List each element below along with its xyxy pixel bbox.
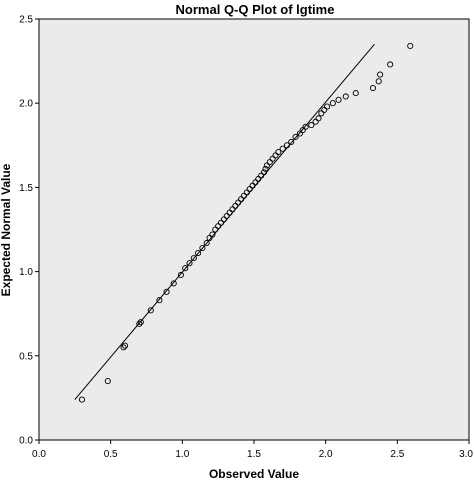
data-point (78, 396, 86, 403)
y-tick-label: 0.0 (19, 436, 33, 447)
data-point (283, 142, 291, 149)
data-point (324, 103, 331, 110)
y-axis: 0.0 0.5 1.0 1.5 2.0 2.5 (19, 15, 39, 447)
data-point (136, 320, 143, 327)
data-point (137, 319, 144, 326)
data-point (302, 123, 309, 130)
data-point (170, 280, 177, 287)
data-point (203, 239, 210, 247)
y-axis-label: Expected Normal Value (0, 163, 13, 296)
data-point (163, 288, 170, 295)
y-tick-label: 1.5 (19, 183, 33, 194)
data-point (120, 344, 127, 351)
data-point (335, 96, 342, 103)
data-point (121, 342, 129, 349)
data-point (329, 100, 336, 107)
data-point (377, 71, 384, 78)
data-point (342, 93, 349, 100)
x-tick-label: 1.0 (175, 449, 189, 460)
data-point (375, 78, 382, 85)
data-point (104, 378, 111, 385)
data-point (260, 169, 268, 176)
x-axis: 0.0 0.5 1.0 1.5 2.0 2.5 3.0 (32, 440, 473, 460)
data-point (275, 148, 282, 156)
x-tick-label: 2.0 (319, 449, 333, 460)
y-tick-label: 0.5 (19, 351, 33, 362)
data-point (199, 244, 206, 252)
data-point (288, 138, 295, 145)
data-point (147, 307, 154, 314)
chart-title: Normal Q-Q Plot of lgtime (176, 2, 335, 17)
data-point (292, 133, 299, 140)
data-point (369, 84, 377, 92)
data-point (352, 90, 359, 97)
data-point (209, 231, 216, 238)
data-point (177, 271, 184, 279)
y-tick-label: 2.5 (19, 15, 33, 26)
data-point (387, 61, 394, 68)
x-tick-label: 1.5 (247, 449, 261, 460)
data-point (262, 165, 269, 172)
data-point (279, 145, 286, 152)
data-point (182, 265, 189, 272)
y-tick-label: 1.0 (19, 267, 33, 278)
data-point (195, 250, 202, 257)
data-point (315, 115, 322, 122)
plot-area (38, 18, 470, 441)
x-tick-label: 0.0 (32, 449, 46, 460)
x-axis-label: Observed Value (209, 467, 299, 481)
data-point (156, 297, 163, 304)
y-tick-label: 2.0 (19, 99, 33, 110)
x-tick-label: 0.5 (104, 449, 118, 460)
data-point (190, 255, 197, 262)
data-point (186, 260, 193, 267)
data-point (407, 42, 414, 49)
data-points (78, 42, 414, 403)
data-point (308, 122, 315, 129)
x-tick-label: 2.5 (390, 449, 404, 460)
x-tick-label: 3.0 (459, 449, 473, 460)
